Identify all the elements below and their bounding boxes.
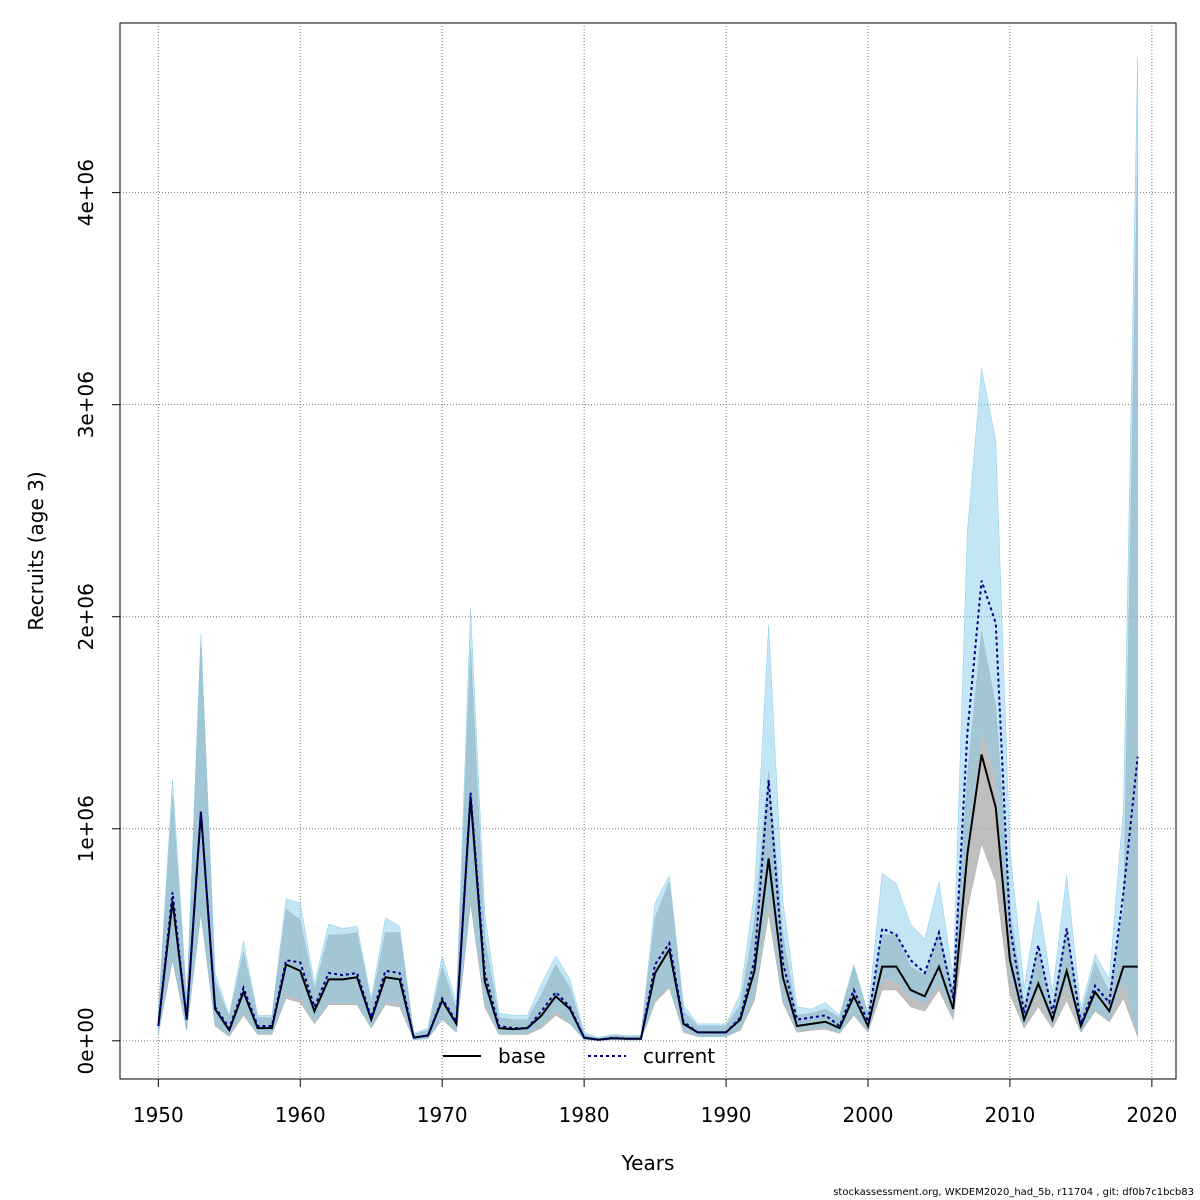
x-tick-label: 2010 — [984, 1103, 1035, 1127]
y-tick-label: 1e+06 — [74, 795, 98, 862]
series-line-current — [157, 580, 1139, 1041]
x-axis-label: Years — [621, 1151, 675, 1175]
legend-base-label: base — [498, 1044, 546, 1068]
confidence-bands — [158, 56, 1138, 1041]
y-axis: 0e+00 1e+06 2e+06 3e+06 4e+06 — [74, 159, 121, 1074]
series-line-base — [157, 754, 1138, 1041]
x-tick-label: 1980 — [559, 1103, 610, 1127]
x-tick-label: 1990 — [701, 1103, 752, 1127]
x-tick-label: 1950 — [133, 1103, 184, 1127]
x-tick-label: 1970 — [417, 1103, 468, 1127]
grid — [120, 23, 1176, 1079]
footnote: stockassessment.org, WKDEM2020_had_5b, r… — [833, 1187, 1194, 1198]
x-axis: 1950 1960 1970 1980 1990 2000 2010 2020 — [133, 1078, 1177, 1127]
x-tick-label: 2020 — [1126, 1103, 1177, 1127]
series-lines — [157, 580, 1139, 1041]
y-tick-label: 3e+06 — [74, 371, 98, 438]
legend-current-label: current — [643, 1044, 715, 1068]
y-axis-label: Recruits (age 3) — [24, 471, 48, 630]
x-tick-label: 1960 — [275, 1103, 326, 1127]
y-tick-label: 2e+06 — [74, 583, 98, 650]
y-tick-label: 4e+06 — [74, 159, 98, 226]
x-tick-label: 2000 — [843, 1103, 894, 1127]
legend: base current — [443, 1044, 715, 1068]
y-tick-label: 0e+00 — [74, 1007, 98, 1074]
band-current — [158, 56, 1138, 1041]
plot-area-frame — [119, 22, 1177, 1080]
